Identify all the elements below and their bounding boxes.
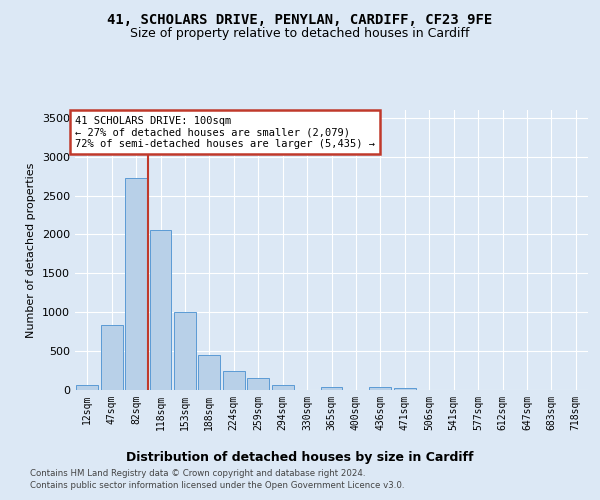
Text: Contains public sector information licensed under the Open Government Licence v3: Contains public sector information licen…: [30, 481, 404, 490]
Bar: [394, 388, 416, 390]
Text: Size of property relative to detached houses in Cardiff: Size of property relative to detached ho…: [130, 28, 470, 40]
Bar: [149, 230, 172, 390]
Bar: [174, 312, 196, 390]
Text: 41 SCHOLARS DRIVE: 100sqm
← 27% of detached houses are smaller (2,079)
72% of se: 41 SCHOLARS DRIVE: 100sqm ← 27% of detac…: [75, 116, 375, 149]
Text: Contains HM Land Registry data © Crown copyright and database right 2024.: Contains HM Land Registry data © Crown c…: [30, 468, 365, 477]
Bar: [223, 372, 245, 390]
Bar: [272, 385, 293, 390]
Text: 41, SCHOLARS DRIVE, PENYLAN, CARDIFF, CF23 9FE: 41, SCHOLARS DRIVE, PENYLAN, CARDIFF, CF…: [107, 12, 493, 26]
Bar: [76, 386, 98, 390]
Text: Distribution of detached houses by size in Cardiff: Distribution of detached houses by size …: [126, 451, 474, 464]
Bar: [125, 178, 147, 390]
Bar: [199, 355, 220, 390]
Bar: [370, 388, 391, 390]
Bar: [247, 378, 269, 390]
Y-axis label: Number of detached properties: Number of detached properties: [26, 162, 37, 338]
Bar: [101, 324, 122, 390]
Bar: [320, 386, 343, 390]
